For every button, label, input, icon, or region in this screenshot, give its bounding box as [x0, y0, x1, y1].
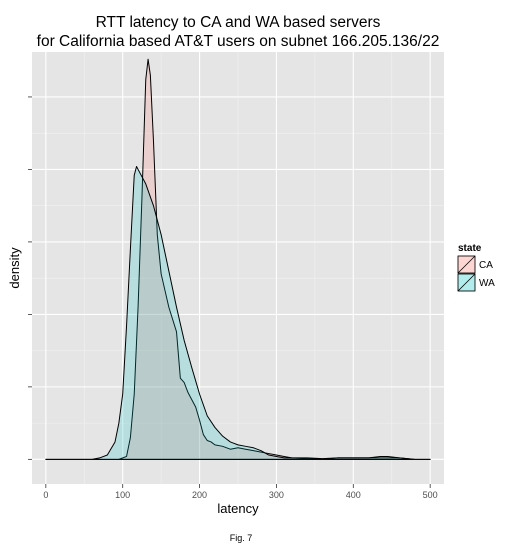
x-tick-label: 200: [192, 490, 207, 500]
legend-title: state: [458, 243, 482, 254]
chart-title: RTT latency to CA and WA based servers: [96, 14, 381, 31]
density-area-wa: [45, 166, 431, 460]
legend-label-wa: WA: [479, 278, 495, 289]
legend-swatch-slash: [457, 273, 476, 292]
legend-swatch-slash: [457, 255, 476, 274]
y-axis-ticks: [28, 96, 32, 460]
chart-subtitle: for California based AT&T users on subne…: [37, 33, 440, 50]
y-axis-label: density: [7, 247, 22, 289]
figure-caption: Fig. 7: [230, 533, 253, 543]
x-axis-ticks: 0 100 200 300 400 500: [43, 484, 438, 500]
x-tick-label: 400: [346, 490, 361, 500]
x-tick-label: 100: [115, 490, 130, 500]
grid-major: [32, 52, 444, 484]
x-tick-label: 0: [43, 490, 48, 500]
density-areas: [45, 58, 431, 460]
x-tick-label: 500: [423, 490, 438, 500]
x-tick-label: 300: [269, 490, 284, 500]
grid-minor: [32, 52, 444, 484]
legend-label-ca: CA: [479, 260, 493, 271]
x-axis-label: latency: [217, 501, 259, 516]
legend: state CA WA: [457, 243, 495, 292]
